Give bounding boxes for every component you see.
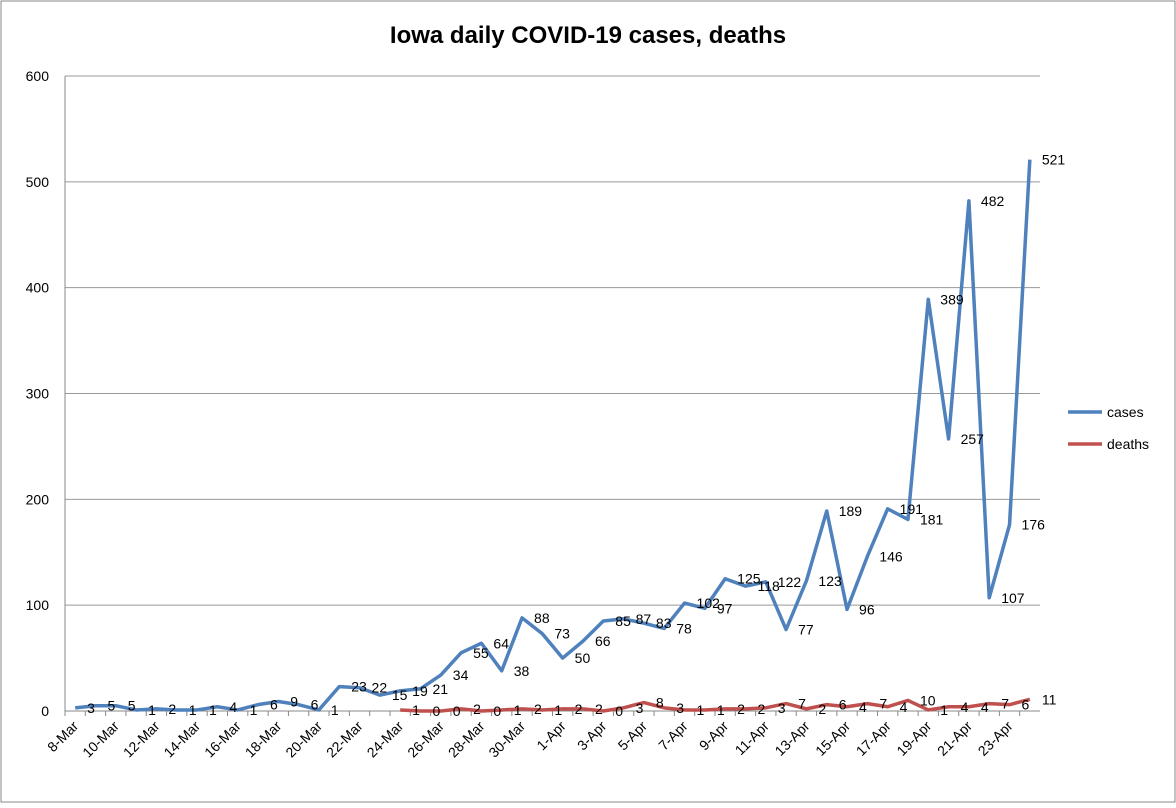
data-label: 87 xyxy=(636,611,652,627)
data-label: 1 xyxy=(412,702,420,718)
data-label: 2 xyxy=(595,701,603,717)
data-label: 6 xyxy=(839,697,847,713)
data-label: 3 xyxy=(778,700,786,716)
data-label: 107 xyxy=(1001,590,1025,606)
legend-label: deaths xyxy=(1107,436,1149,452)
data-label: 1 xyxy=(697,702,705,718)
data-label: 118 xyxy=(757,578,780,594)
data-label: 19 xyxy=(412,683,428,699)
data-label: 83 xyxy=(656,615,672,631)
data-label: 1 xyxy=(250,702,258,718)
data-label: 102 xyxy=(697,595,721,611)
data-label: 10 xyxy=(920,692,936,708)
data-label: 257 xyxy=(961,431,985,447)
data-label: 2 xyxy=(818,701,826,717)
data-label: 2 xyxy=(168,701,176,717)
data-label: 521 xyxy=(1042,152,1066,168)
data-label: 8 xyxy=(656,695,664,711)
data-label: 66 xyxy=(595,633,611,649)
data-label: 1 xyxy=(940,702,948,718)
data-label: 78 xyxy=(676,620,692,636)
data-label: 1 xyxy=(717,702,725,718)
y-tick-label: 400 xyxy=(26,280,50,296)
data-label: 4 xyxy=(859,699,867,715)
data-label: 5 xyxy=(128,698,136,714)
data-label: 96 xyxy=(859,601,875,617)
data-label: 2 xyxy=(473,701,481,717)
data-label: 181 xyxy=(920,511,944,527)
data-label: 125 xyxy=(737,571,761,587)
chart-title: Iowa daily COVID-19 cases, deaths xyxy=(390,22,786,49)
data-label: 85 xyxy=(615,613,631,629)
series-line xyxy=(400,697,1031,713)
data-label: 73 xyxy=(554,626,570,642)
data-label: 2 xyxy=(737,701,745,717)
data-label: 176 xyxy=(1022,517,1046,533)
data-label: 15 xyxy=(392,687,408,703)
data-label: 1 xyxy=(148,702,156,718)
series-line xyxy=(74,159,1032,712)
data-label: 0 xyxy=(432,703,440,719)
data-label: 123 xyxy=(818,573,842,589)
data-label: 3 xyxy=(636,700,644,716)
data-label: 2 xyxy=(757,701,765,717)
data-label: 23 xyxy=(351,679,367,695)
data-label: 6 xyxy=(270,697,278,713)
data-label: 4 xyxy=(981,699,989,715)
y-tick-label: 600 xyxy=(26,68,50,84)
data-label: 191 xyxy=(900,501,924,517)
data-label: 11 xyxy=(1042,691,1057,707)
data-label: 50 xyxy=(575,650,591,666)
data-label: 7 xyxy=(879,696,887,712)
data-label: 6 xyxy=(1022,697,1030,713)
y-tick-label: 200 xyxy=(26,491,50,507)
data-label: 0 xyxy=(453,703,461,719)
data-label: 6 xyxy=(311,697,319,713)
data-label: 4 xyxy=(900,699,908,715)
data-label: 2 xyxy=(534,701,542,717)
data-label: 4 xyxy=(961,699,969,715)
data-label: 3 xyxy=(87,700,95,716)
data-label: 64 xyxy=(493,635,509,651)
y-tick-label: 300 xyxy=(26,386,50,402)
data-label: 4 xyxy=(229,699,237,715)
data-label: 482 xyxy=(981,193,1005,209)
data-label: 1 xyxy=(209,702,217,718)
data-label: 38 xyxy=(514,663,530,679)
data-label: 22 xyxy=(372,680,388,696)
data-label: 97 xyxy=(717,600,733,616)
data-label: 21 xyxy=(432,681,448,697)
data-label: 88 xyxy=(534,610,550,626)
data-label: 1 xyxy=(554,702,562,718)
data-label: 0 xyxy=(493,703,501,719)
data-label: 146 xyxy=(879,548,903,564)
data-label: 55 xyxy=(473,645,489,661)
data-label: 1 xyxy=(189,702,197,718)
data-label: 2 xyxy=(575,701,583,717)
data-label: 1 xyxy=(331,702,339,718)
data-label: 389 xyxy=(940,291,964,307)
data-label: 9 xyxy=(290,693,298,709)
data-label: 122 xyxy=(778,574,802,590)
legend-label: cases xyxy=(1107,404,1144,420)
y-tick-label: 0 xyxy=(41,703,49,719)
data-label: 1 xyxy=(514,702,522,718)
y-tick-label: 100 xyxy=(26,597,50,613)
data-label: 77 xyxy=(798,622,814,638)
data-label: 0 xyxy=(615,703,623,719)
data-label: 7 xyxy=(1001,696,1009,712)
data-label: 3 xyxy=(676,700,684,716)
data-label: 189 xyxy=(839,503,863,519)
data-label: 5 xyxy=(107,698,115,714)
y-tick-label: 500 xyxy=(26,174,50,190)
data-label: 7 xyxy=(798,696,806,712)
data-label: 34 xyxy=(453,667,469,683)
